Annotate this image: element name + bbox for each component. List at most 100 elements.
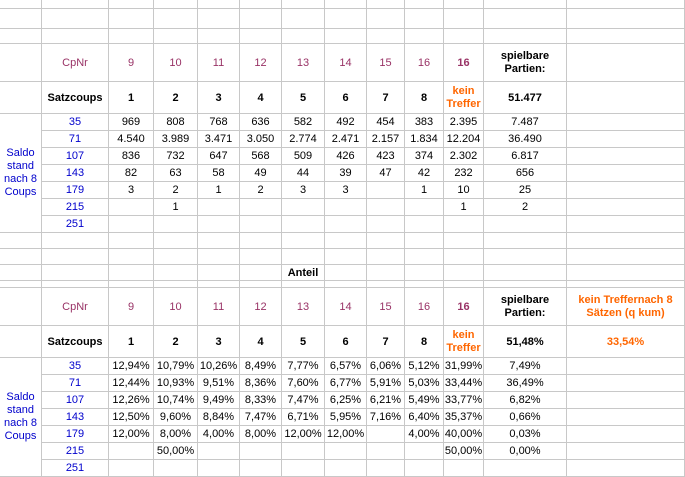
grid-cell[interactable] <box>109 9 154 29</box>
grid-cell[interactable] <box>567 182 685 199</box>
data-cell[interactable]: 12.204 <box>444 131 484 148</box>
spielbare-value[interactable]: 0,03% <box>484 426 567 443</box>
grid-cell[interactable] <box>567 443 685 460</box>
coup-number[interactable]: 3 <box>198 82 240 114</box>
cp-number[interactable]: 9 <box>109 44 154 82</box>
data-cell[interactable] <box>198 443 240 460</box>
cp-number[interactable]: 15 <box>367 288 405 326</box>
spielbare-label[interactable]: spielbare Partien: <box>484 44 567 82</box>
data-cell[interactable]: 12,94% <box>109 358 154 375</box>
saldo-value[interactable]: 143 <box>42 165 109 182</box>
data-cell[interactable]: 9,51% <box>198 375 240 392</box>
data-cell[interactable] <box>109 216 154 233</box>
data-cell[interactable]: 374 <box>405 148 444 165</box>
data-cell[interactable]: 6,57% <box>325 358 367 375</box>
grid-cell[interactable] <box>567 233 685 249</box>
coup-number[interactable]: 6 <box>325 82 367 114</box>
data-cell[interactable]: 4.540 <box>109 131 154 148</box>
data-cell[interactable]: 7,16% <box>367 409 405 426</box>
coup-number[interactable]: 4 <box>240 326 282 358</box>
cp-number[interactable]: 10 <box>154 288 198 326</box>
coup-number[interactable]: 2 <box>154 326 198 358</box>
data-cell[interactable]: 33,44% <box>444 375 484 392</box>
data-cell[interactable]: 10 <box>444 182 484 199</box>
kein-treffer-note[interactable]: kein Treffernach 8 Sätzen (q kum) <box>567 288 685 326</box>
grid-cell[interactable] <box>567 0 685 9</box>
data-cell[interactable]: 2.302 <box>444 148 484 165</box>
data-cell[interactable]: 2.395 <box>444 114 484 131</box>
saldo-value[interactable]: 71 <box>42 131 109 148</box>
coup-number[interactable]: 7 <box>367 82 405 114</box>
coup-number[interactable]: 2 <box>154 82 198 114</box>
grid-cell[interactable] <box>567 375 685 392</box>
data-cell[interactable]: 6,06% <box>367 358 405 375</box>
grid-cell[interactable] <box>567 216 685 233</box>
grid-cell[interactable] <box>0 288 42 326</box>
data-cell[interactable]: 9,60% <box>154 409 198 426</box>
data-cell[interactable]: 50,00% <box>154 443 198 460</box>
grid-cell[interactable] <box>198 0 240 9</box>
grid-cell[interactable] <box>484 249 567 265</box>
satzcoups-label[interactable]: Satzcoups <box>42 82 109 114</box>
grid-cell[interactable] <box>567 165 685 182</box>
data-cell[interactable]: 2.157 <box>367 131 405 148</box>
data-cell[interactable]: 58 <box>198 165 240 182</box>
satzcoups-label[interactable]: Satzcoups <box>42 326 109 358</box>
data-cell[interactable]: 492 <box>325 114 367 131</box>
data-cell[interactable]: 1.834 <box>405 131 444 148</box>
data-cell[interactable] <box>405 216 444 233</box>
spielbare-total[interactable]: 51.477 <box>484 82 567 114</box>
spielbare-total[interactable]: 51,48% <box>484 326 567 358</box>
grid-cell[interactable] <box>444 233 484 249</box>
data-cell[interactable]: 232 <box>444 165 484 182</box>
data-cell[interactable]: 31,99% <box>444 358 484 375</box>
data-cell[interactable]: 63 <box>154 165 198 182</box>
data-cell[interactable] <box>405 460 444 477</box>
grid-cell[interactable] <box>109 0 154 9</box>
grid-cell[interactable] <box>567 392 685 409</box>
spielbare-value[interactable] <box>484 460 567 477</box>
grid-cell[interactable] <box>325 249 367 265</box>
grid-cell[interactable] <box>42 265 109 281</box>
data-cell[interactable]: 6,25% <box>325 392 367 409</box>
data-cell[interactable]: 3 <box>109 182 154 199</box>
data-cell[interactable] <box>282 460 325 477</box>
grid-cell[interactable] <box>367 249 405 265</box>
grid-cell[interactable] <box>367 0 405 9</box>
grid-cell[interactable] <box>484 0 567 9</box>
saldo-value[interactable]: 179 <box>42 426 109 443</box>
grid-cell[interactable] <box>567 82 685 114</box>
data-cell[interactable] <box>405 443 444 460</box>
data-cell[interactable]: 3.471 <box>198 131 240 148</box>
data-cell[interactable] <box>325 216 367 233</box>
data-cell[interactable]: 2.471 <box>325 131 367 148</box>
grid-cell[interactable] <box>154 0 198 9</box>
data-cell[interactable]: 35,37% <box>444 409 484 426</box>
coup-number[interactable]: 1 <box>109 82 154 114</box>
data-cell[interactable]: 8,36% <box>240 375 282 392</box>
data-cell[interactable]: 5,49% <box>405 392 444 409</box>
grid-cell[interactable] <box>405 9 444 29</box>
coup-number[interactable]: 8 <box>405 82 444 114</box>
data-cell[interactable]: 5,91% <box>367 375 405 392</box>
data-cell[interactable] <box>367 426 405 443</box>
cp-number[interactable]: 12 <box>240 288 282 326</box>
cp-number[interactable]: 11 <box>198 288 240 326</box>
data-cell[interactable]: 6,71% <box>282 409 325 426</box>
grid-cell[interactable] <box>567 409 685 426</box>
spielbare-value[interactable]: 656 <box>484 165 567 182</box>
data-cell[interactable]: 10,74% <box>154 392 198 409</box>
grid-cell[interactable] <box>240 265 282 281</box>
data-cell[interactable]: 5,12% <box>405 358 444 375</box>
grid-cell[interactable] <box>567 9 685 29</box>
grid-cell[interactable] <box>405 281 444 288</box>
data-cell[interactable] <box>367 216 405 233</box>
coup-number[interactable]: 6 <box>325 326 367 358</box>
grid-cell[interactable] <box>0 233 42 249</box>
grid-cell[interactable] <box>367 233 405 249</box>
data-cell[interactable]: 12,00% <box>325 426 367 443</box>
grid-cell[interactable] <box>198 29 240 44</box>
cp-number[interactable]: 16 <box>444 288 484 326</box>
data-cell[interactable]: 5,03% <box>405 375 444 392</box>
spielbare-value[interactable]: 6.817 <box>484 148 567 165</box>
